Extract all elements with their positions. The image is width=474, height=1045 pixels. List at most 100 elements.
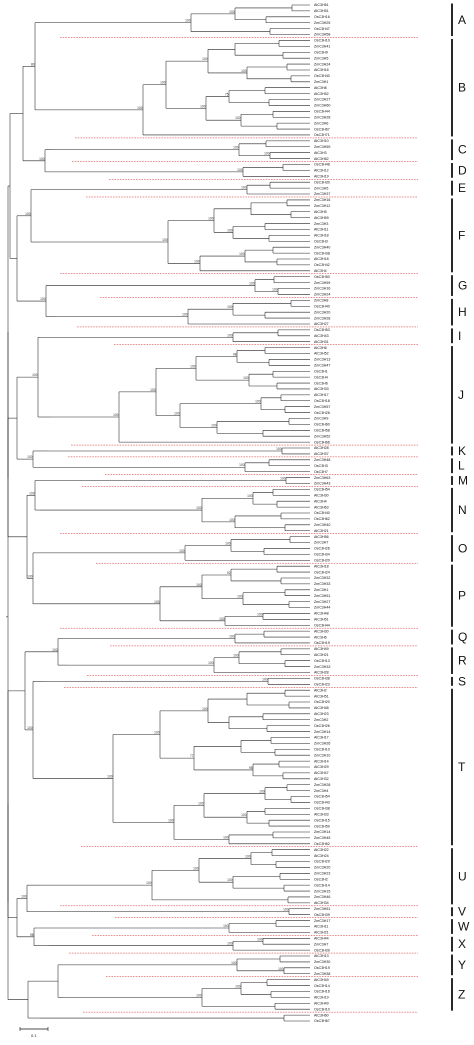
leaf-label: AtC3H52: [314, 352, 329, 356]
bootstrap-label: 100: [255, 400, 261, 404]
clade-label: T: [458, 760, 466, 774]
leaf-label: ZmC3H16: [314, 287, 330, 291]
bootstrap-label: 100: [196, 506, 202, 510]
leaf-label: OsC3H18: [314, 399, 330, 403]
clade-label: F: [458, 228, 465, 242]
bootstrap-label: 98: [233, 352, 237, 356]
leaf-label: OsC3H28: [314, 411, 330, 415]
leaf-label: ZmC3H7: [314, 942, 328, 946]
leaf-label: ZmC3H48: [314, 458, 330, 462]
bootstrap-label: 100: [146, 881, 152, 885]
bootstrap-label: 100: [202, 57, 208, 61]
leaf-label: AtC3H62: [314, 157, 329, 161]
leaf-label: AtC3H2: [314, 688, 327, 692]
bootstrap-label: 100: [211, 423, 217, 427]
leaf-label: AtC3H27: [314, 322, 329, 326]
leaf-label: OsC3H47: [314, 27, 330, 31]
leaf-label: ZmC3H13: [314, 358, 330, 362]
leaf-label: OsC3H58: [314, 429, 330, 433]
leaf-label: OsC3H38: [314, 251, 330, 255]
leaf-label: OsC3H19: [314, 966, 330, 970]
leaf-label: OsC3H54: [314, 795, 330, 799]
leaf-label: OsC3H6: [314, 381, 328, 385]
leaf-label: OsC3H53: [314, 328, 330, 332]
bootstrap-label: 100: [235, 985, 241, 989]
bootstrap-label: 100: [154, 600, 160, 604]
leaf-label: OsC3H39: [314, 913, 330, 917]
leaf-label: ZmC3H15: [314, 889, 330, 893]
bootstrap-label: 100: [182, 313, 188, 317]
leaf-label: ZmC3H2: [314, 718, 328, 722]
bootstrap-label: 100: [233, 146, 239, 150]
leaf-label: AtC3H43: [314, 334, 329, 338]
leaf-label: OsC3H26: [314, 724, 330, 728]
bootstrap-label: 100: [245, 855, 251, 859]
leaf-label: AtC3H16: [314, 68, 329, 72]
bootstrap-label: 100: [229, 10, 235, 14]
leaf-label: AtC3H51: [314, 618, 329, 622]
bootstrap-label: 100: [241, 69, 247, 73]
leaf-label: OsC3H20: [314, 700, 330, 704]
bootstrap-label: 100: [227, 228, 233, 232]
clade-label: H: [458, 305, 467, 319]
bootstrap-label: 100: [227, 878, 233, 882]
leaf-label: ZmC3H20: [314, 866, 330, 870]
bootstrap-label: 100: [39, 157, 45, 161]
bootstrap-label: 100: [257, 612, 263, 616]
leaf-label: AtC3H12: [314, 169, 329, 173]
leaf-label: AtC3H21: [314, 653, 329, 657]
bootstrap-label: 100: [160, 81, 166, 85]
bootstrap-label: 100: [272, 287, 278, 291]
bootstrap-label: 100: [233, 654, 239, 658]
bootstrap-label: 100: [196, 993, 202, 997]
leaf-label: AtC3H34: [314, 901, 329, 905]
clade-label: D: [458, 163, 467, 177]
clade-label: P: [458, 589, 466, 603]
clade-label: A: [458, 13, 466, 27]
leaf-label: AtC3H33: [314, 387, 329, 391]
leaf-label: ZmC3H33: [314, 665, 330, 669]
leaf-label: OsC3H42: [314, 263, 330, 267]
leaf-label: AtC3H51: [314, 694, 329, 698]
bootstrap-label: 100: [278, 967, 284, 971]
scale-bar: 0.1: [19, 1027, 49, 1038]
clade-label: B: [458, 81, 466, 95]
leaf-label: AtC3H19: [314, 175, 329, 179]
leaf-label: AtC3H4: [314, 269, 327, 273]
leaf-label: OsC3H14: [314, 984, 330, 988]
leaf-label: AtC3H11: [314, 925, 328, 929]
bootstrap-label: 100: [227, 942, 233, 946]
leaf-label: ZmC3H33: [314, 582, 330, 586]
leaf-label: ZmC3H3: [314, 222, 328, 226]
bootstrap-label: 100: [179, 549, 185, 553]
bootstrap-label: 100: [198, 801, 204, 805]
leaf-label: AtC3H4: [314, 499, 327, 503]
leaf-label: OsC3H13: [314, 659, 330, 663]
bootstrap-label: 100: [227, 305, 233, 309]
leaf-label: ZmC3H57: [314, 405, 330, 409]
leaf-label: AtC3H37: [314, 452, 329, 456]
clade-label: Q: [458, 630, 467, 644]
bootstrap-label: 100: [262, 677, 268, 681]
leaf-label: ZmC3H32: [314, 576, 330, 580]
leaf-label: AtC3H63: [314, 505, 329, 509]
leaf-label: OsC3H19: [314, 641, 330, 645]
leaf-label: AtC3H32: [314, 777, 329, 781]
leaf-label: OsC3H62: [314, 517, 330, 521]
leaf-label: AtC3H29: [314, 765, 329, 769]
leaf-label: OsC3H30: [314, 180, 330, 184]
leaf-label: ZmC3H52: [314, 434, 330, 438]
clade-label: E: [458, 181, 466, 195]
leaf-label: AtC3H49: [314, 647, 329, 651]
bootstrap-label: 100: [241, 813, 247, 817]
clade-label: N: [458, 503, 467, 517]
leaf-label: OsC3H3: [314, 464, 328, 468]
leaf-label: ZmC3H7: [314, 541, 328, 545]
leaf-label: OsC3H1: [314, 369, 328, 373]
leaf-label: OsC3H4: [314, 375, 328, 379]
leaf-label: ZmC3H6: [314, 121, 328, 125]
leaf-label: AtC3H14: [314, 759, 329, 763]
bootstrap-label: 100: [29, 491, 35, 495]
tree-branches: 100 100 100 100 100 100 100 75 100 100 100 100 100 10…: [6, 4, 418, 1022]
